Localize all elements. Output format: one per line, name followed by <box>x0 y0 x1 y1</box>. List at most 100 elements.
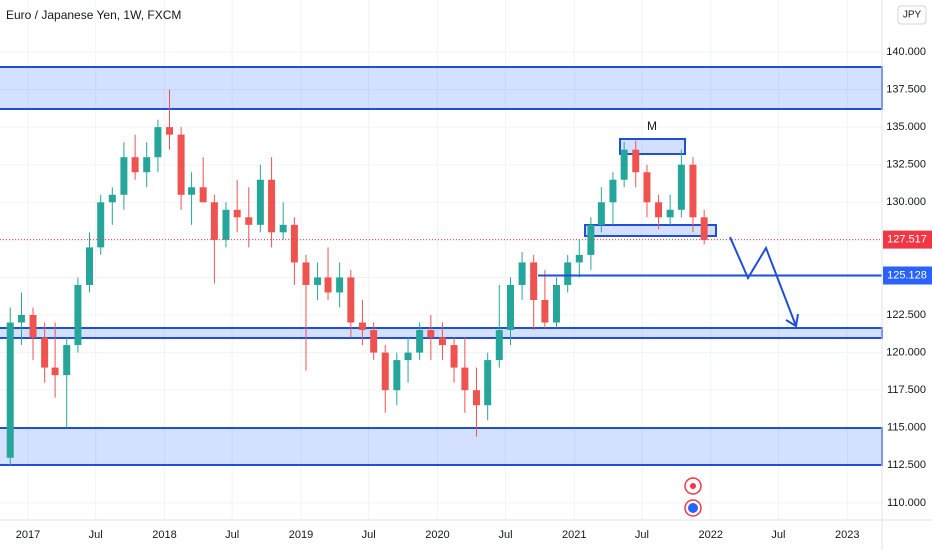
candle-body <box>700 217 708 240</box>
candle-body <box>461 367 469 391</box>
y-tick-label: 132.500 <box>886 159 926 171</box>
pattern-label: M <box>647 119 657 133</box>
candle-body <box>166 127 174 135</box>
candle-body <box>450 345 458 368</box>
y-tick-label: 112.500 <box>887 459 926 471</box>
candle-body <box>472 390 480 406</box>
candle-body <box>518 262 526 285</box>
candle-body <box>302 262 310 285</box>
candle-body <box>552 284 560 323</box>
x-tick-label: 2019 <box>289 529 313 541</box>
candle-body <box>597 202 605 225</box>
candle-body <box>154 127 162 158</box>
projection-arrow <box>729 236 797 327</box>
resistance-zone <box>0 66 883 110</box>
candle-body <box>506 284 514 331</box>
x-tick-label: 2017 <box>16 529 40 541</box>
support-zone <box>0 327 883 339</box>
candle-body <box>484 360 492 406</box>
grid <box>0 0 882 520</box>
candle-body <box>381 352 389 391</box>
candle-body <box>609 179 617 203</box>
candle-body <box>370 330 378 353</box>
candle-body <box>177 134 185 195</box>
candle-body <box>29 315 37 338</box>
candle-body <box>268 179 276 233</box>
candle-body <box>131 157 139 173</box>
candle-body <box>256 179 264 225</box>
candle-body <box>314 277 322 285</box>
candle-body <box>188 187 196 195</box>
candle-body <box>564 262 572 285</box>
candle-body <box>143 157 151 173</box>
x-tick-label: Jul <box>362 529 376 541</box>
candle-body <box>120 157 128 195</box>
candle-body <box>97 202 105 248</box>
indicator-icons <box>684 477 702 517</box>
currency-badge[interactable] <box>897 5 927 25</box>
y-tick-label: 135.000 <box>886 121 926 133</box>
candle-body <box>222 209 230 240</box>
candle-body <box>689 164 697 218</box>
x-tick-label: Jul <box>771 529 785 541</box>
x-tick-label: 2020 <box>425 529 449 541</box>
x-tick-label: 2023 <box>835 529 859 541</box>
candle-body <box>245 217 253 225</box>
candle-body <box>41 337 49 368</box>
price-tag <box>883 230 932 249</box>
x-tick-label: Jul <box>225 529 239 541</box>
arrow-head <box>785 313 799 328</box>
candle-body <box>210 202 218 240</box>
candle-body <box>416 330 424 353</box>
candle-body <box>541 299 549 323</box>
x-tick-label: Jul <box>89 529 103 541</box>
currency-label[interactable]: JPY <box>903 10 922 21</box>
candle-body <box>393 360 401 391</box>
y-tick-label: 120.000 <box>886 346 926 358</box>
candle-body <box>495 330 503 361</box>
x-tick-label: Jul <box>498 529 512 541</box>
candle-body <box>233 209 241 218</box>
neckline-box <box>584 224 717 237</box>
y-tick-label: 117.500 <box>887 384 926 396</box>
price-tag-label: 127.517 <box>887 234 927 246</box>
chart-title: Euro / Japanese Yen, 1W, FXCM <box>6 8 181 22</box>
y-tick-label: 137.500 <box>886 83 926 95</box>
candle-body <box>6 322 14 458</box>
candle-body <box>643 172 651 203</box>
candle-body <box>324 277 332 293</box>
candle-body <box>677 164 685 210</box>
candle-body <box>17 315 25 323</box>
x-tick-label: 2018 <box>152 529 176 541</box>
candle-body <box>108 194 116 203</box>
candle-body <box>74 284 82 346</box>
candle-body <box>85 247 93 285</box>
candle-body <box>404 352 412 361</box>
candle-body <box>575 254 583 263</box>
candle-body <box>199 187 207 203</box>
candle-body <box>290 224 298 263</box>
candle-body <box>632 149 640 173</box>
y-tick-label: 140.000 <box>886 46 926 58</box>
candles <box>6 89 708 466</box>
y-tick-label: 115.000 <box>887 422 926 434</box>
y-tick-label: 110.000 <box>887 497 926 509</box>
candle-body <box>438 337 446 346</box>
candle-body <box>63 345 71 376</box>
price-tag <box>883 266 932 285</box>
overlay <box>0 239 882 277</box>
candle-body <box>427 330 435 338</box>
event-icon-dot <box>688 503 698 513</box>
x-tick-label: Jul <box>635 529 649 541</box>
top-box <box>619 138 686 155</box>
candle-body <box>587 224 595 255</box>
candle-body <box>530 262 538 300</box>
event-icon-dot <box>690 483 696 489</box>
price-tag-label: 125.128 <box>887 269 927 281</box>
y-tick-label: 122.500 <box>886 309 926 321</box>
candle-body <box>347 277 355 323</box>
candle-body <box>51 367 59 376</box>
candle-body <box>358 322 366 331</box>
x-tick-label: 2022 <box>699 529 723 541</box>
